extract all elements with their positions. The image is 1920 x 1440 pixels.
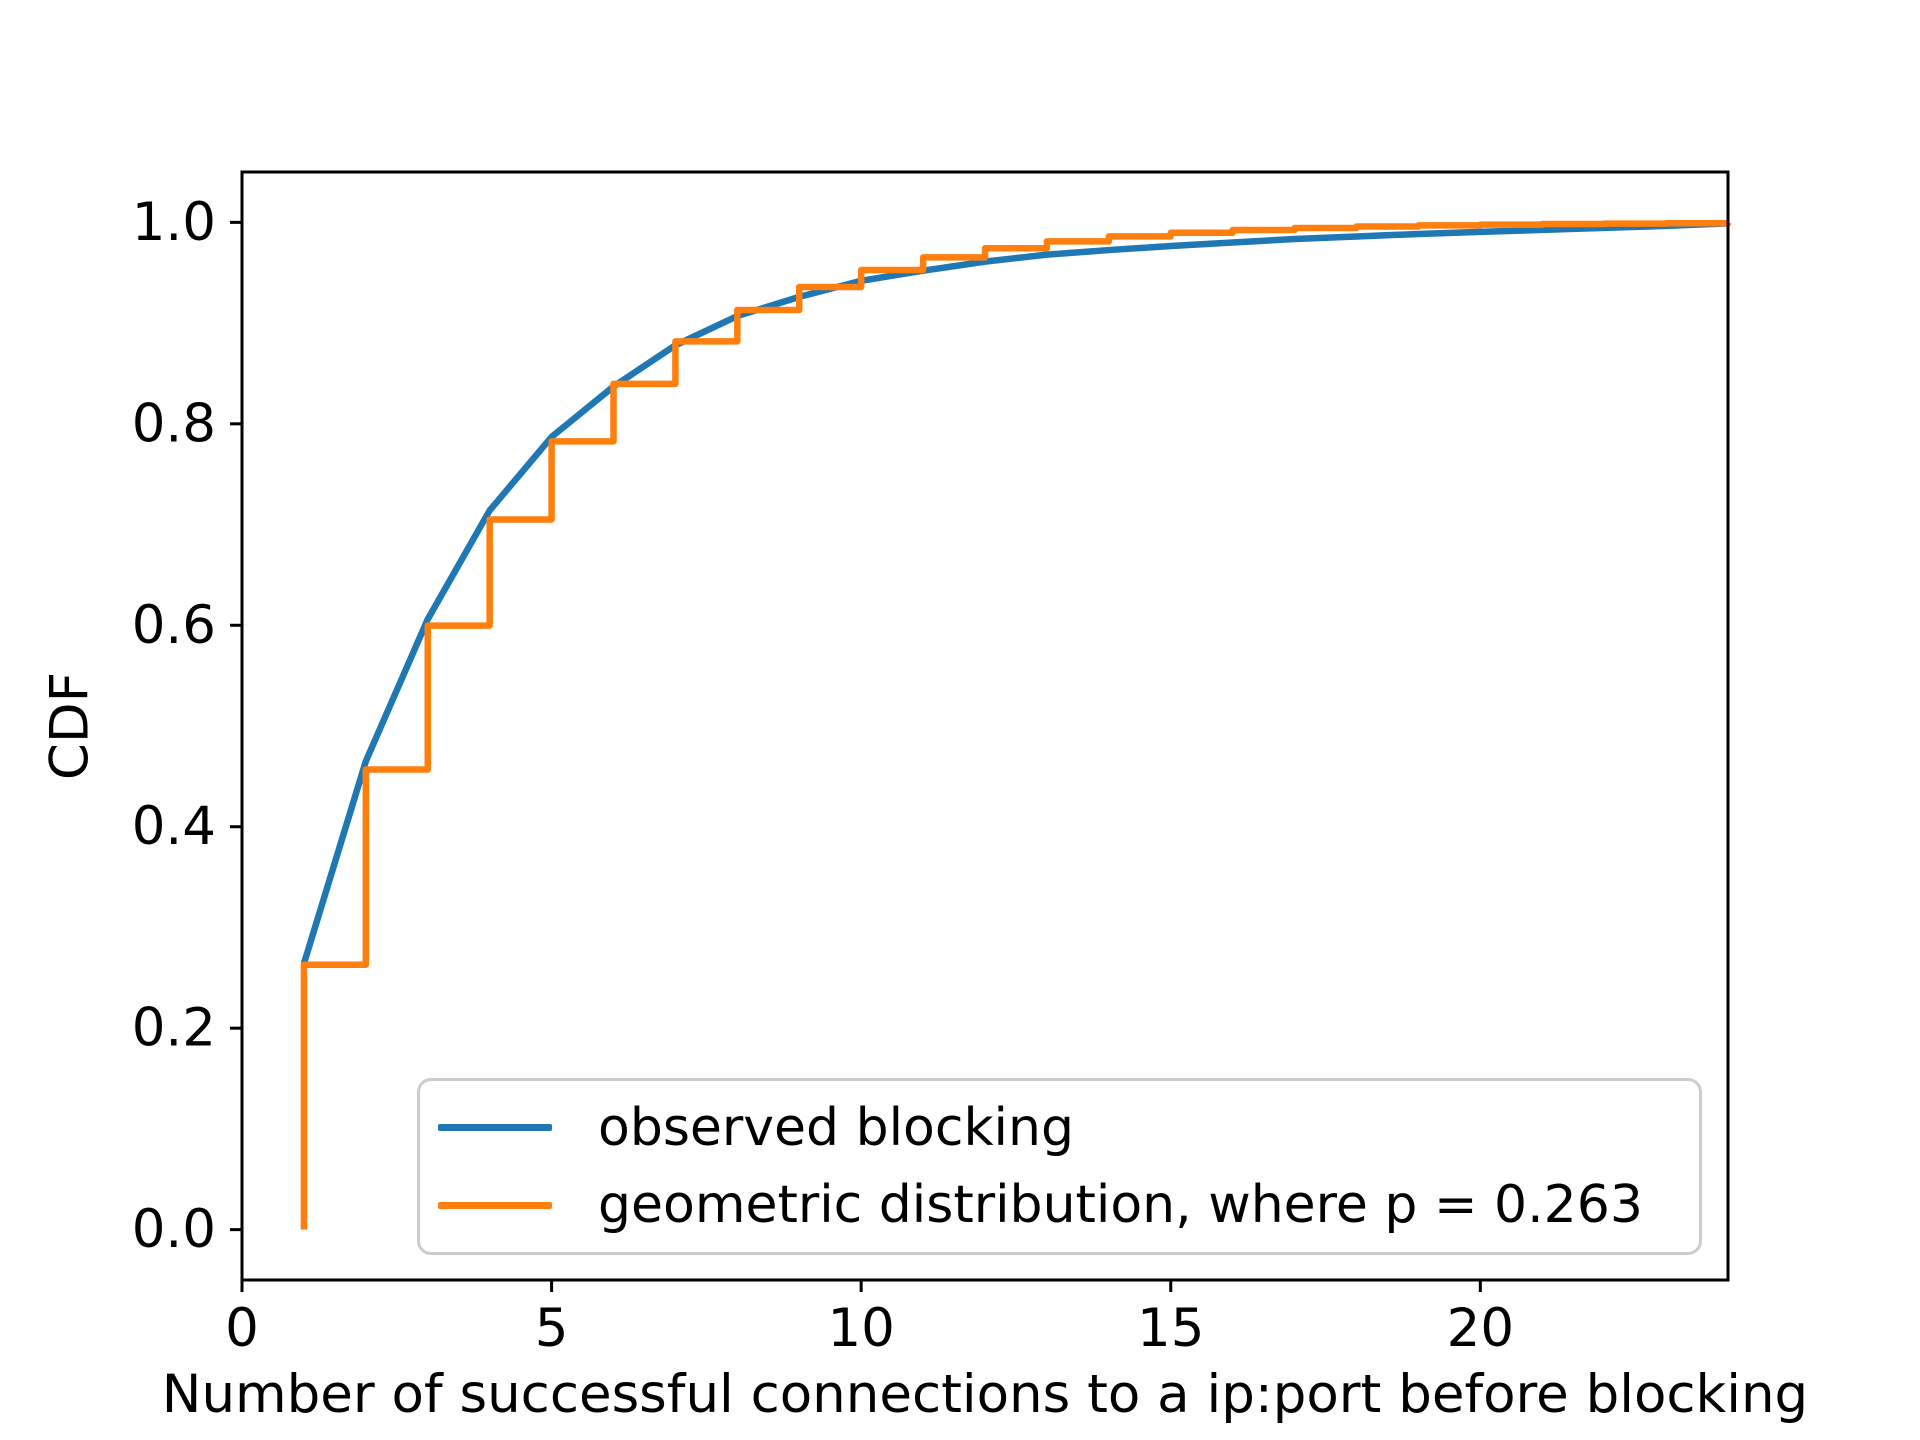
x-tick-label: 0 [225,1298,259,1359]
observed-line-swatch [438,1124,552,1132]
plot-border [240,170,1730,1282]
x-axis-label: Number of successful connections to a ip… [162,1364,1808,1425]
legend-item-geometric: geometric distribution, where p = 0.263 [438,1179,1699,1231]
y-axis-label: CDF [40,672,101,780]
y-tick-label: 0.0 [132,1199,216,1260]
series-layer [300,220,1732,1230]
y-tick-label: 0.6 [132,595,216,656]
legend-box: observed blocking geometric distribution… [417,1078,1702,1255]
x-tick-label: 10 [827,1298,894,1359]
y-tick-label: 0.2 [132,998,216,1059]
y-axis-ticks: 0.0 0.2 0.4 0.6 0.8 1.0 [132,192,242,1260]
geometric-line [300,220,1732,1230]
legend-item-observed: observed blocking [438,1102,1699,1154]
legend-label-geometric: geometric distribution, where p = 0.263 [598,1175,1643,1236]
x-tick-label: 20 [1447,1298,1514,1359]
x-tick-label: 15 [1137,1298,1204,1359]
x-axis-ticks: 0 5 10 15 20 [225,1280,1514,1359]
y-tick-label: 1.0 [132,192,216,253]
observed-line [300,220,1729,965]
geometric-line-swatch [438,1201,552,1209]
x-tick-label: 5 [535,1298,569,1359]
y-tick-label: 0.4 [132,796,216,857]
legend-label-observed: observed blocking [598,1097,1074,1158]
y-tick-label: 0.8 [132,393,216,454]
